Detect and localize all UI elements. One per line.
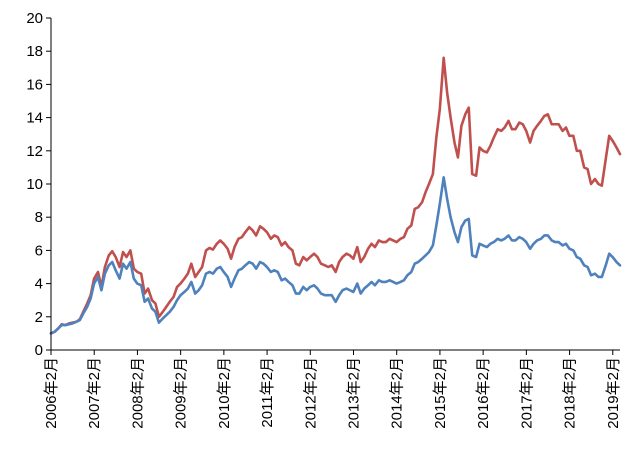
x-tick-label: 2018年2月	[562, 357, 579, 429]
x-tick-label: 2008年2月	[129, 357, 146, 429]
x-tick-label: 2015年2月	[432, 357, 449, 429]
x-tick-label: 2017年2月	[518, 357, 535, 429]
y-tick-labels: 0 2 4 6 8 10 12 14 16 18 20	[26, 10, 43, 359]
y-tick-label: 12	[26, 143, 43, 160]
y-tick-label: 2	[35, 309, 43, 326]
x-tick-label: 2010年2月	[216, 357, 233, 429]
x-tick-label: 2019年2月	[605, 357, 622, 429]
y-tick-label: 16	[26, 76, 43, 93]
x-tick-label: 2013年2月	[345, 357, 362, 429]
y-tick-label: 8	[35, 209, 43, 226]
y-tick-label: 10	[26, 176, 43, 193]
series-layer	[49, 56, 622, 335]
series-line-blue	[49, 176, 622, 335]
axes-layer	[46, 17, 620, 355]
series-line-red	[49, 56, 622, 335]
x-tick-label: 2006年2月	[43, 357, 60, 429]
y-tick-label: 6	[35, 242, 43, 259]
x-tick-label: 2014年2月	[389, 357, 406, 429]
y-tick-label: 0	[35, 342, 43, 359]
y-tick-label: 20	[26, 10, 43, 27]
y-tick-label: 18	[26, 43, 43, 60]
x-tick-labels: 2006年2月 2007年2月 2008年2月 2009年2月 2010年2月 2011年…	[43, 357, 622, 429]
x-tick-label: 2007年2月	[86, 357, 103, 429]
x-tick-label: 2011年2月	[259, 357, 276, 428]
x-tick-label: 2016年2月	[475, 357, 492, 429]
x-tick-label: 2009年2月	[173, 357, 190, 429]
x-tick-label: 2012年2月	[302, 357, 319, 429]
y-tick-label: 4	[35, 276, 43, 293]
y-tick-label: 14	[26, 110, 43, 127]
